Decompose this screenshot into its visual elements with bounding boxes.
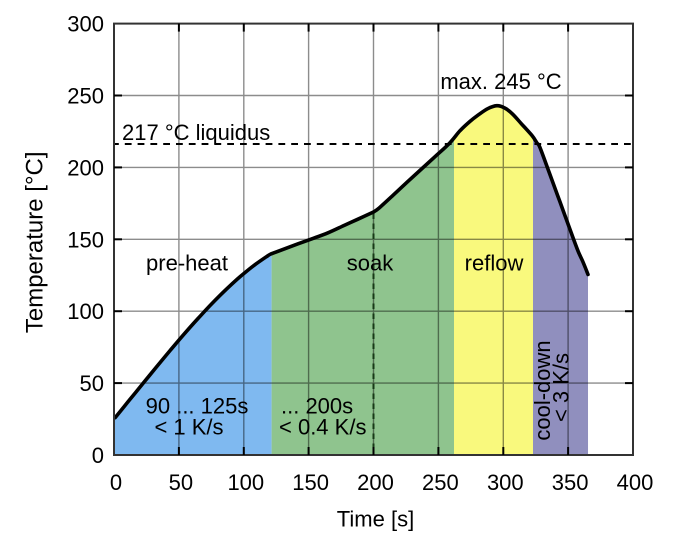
svg-text:217 °C liquidus: 217 °C liquidus xyxy=(122,120,270,145)
svg-text:... 200s: ... 200s xyxy=(281,394,353,419)
svg-text:90 ... 125s: 90 ... 125s xyxy=(146,394,249,419)
svg-text:reflow: reflow xyxy=(465,251,524,276)
svg-text:100: 100 xyxy=(227,470,264,495)
svg-text:max. 245 °C: max. 245 °C xyxy=(440,69,561,94)
svg-text:< 3 K/s: < 3 K/s xyxy=(549,353,574,422)
svg-text:200: 200 xyxy=(357,470,394,495)
svg-text:300: 300 xyxy=(67,12,104,37)
svg-text:250: 250 xyxy=(67,84,104,109)
svg-text:250: 250 xyxy=(422,470,459,495)
svg-text:200: 200 xyxy=(67,155,104,180)
svg-text:300: 300 xyxy=(487,470,524,495)
svg-text:Temperature [°C]: Temperature [°C] xyxy=(22,151,49,333)
svg-text:< 1 K/s: < 1 K/s xyxy=(154,415,223,440)
svg-text:100: 100 xyxy=(67,299,104,324)
svg-text:150: 150 xyxy=(67,227,104,252)
svg-text:pre-heat: pre-heat xyxy=(146,251,228,276)
svg-text:soak: soak xyxy=(347,251,394,276)
svg-text:< 0.4 K/s: < 0.4 K/s xyxy=(279,415,366,440)
svg-text:350: 350 xyxy=(552,470,589,495)
svg-text:150: 150 xyxy=(292,470,329,495)
svg-text:50: 50 xyxy=(169,470,193,495)
svg-text:0: 0 xyxy=(92,443,104,468)
svg-text:400: 400 xyxy=(617,470,654,495)
svg-text:50: 50 xyxy=(80,371,104,396)
svg-text:cool-down: cool-down xyxy=(530,340,555,440)
svg-text:Time [s]: Time [s] xyxy=(337,507,414,532)
svg-text:0: 0 xyxy=(110,470,122,495)
